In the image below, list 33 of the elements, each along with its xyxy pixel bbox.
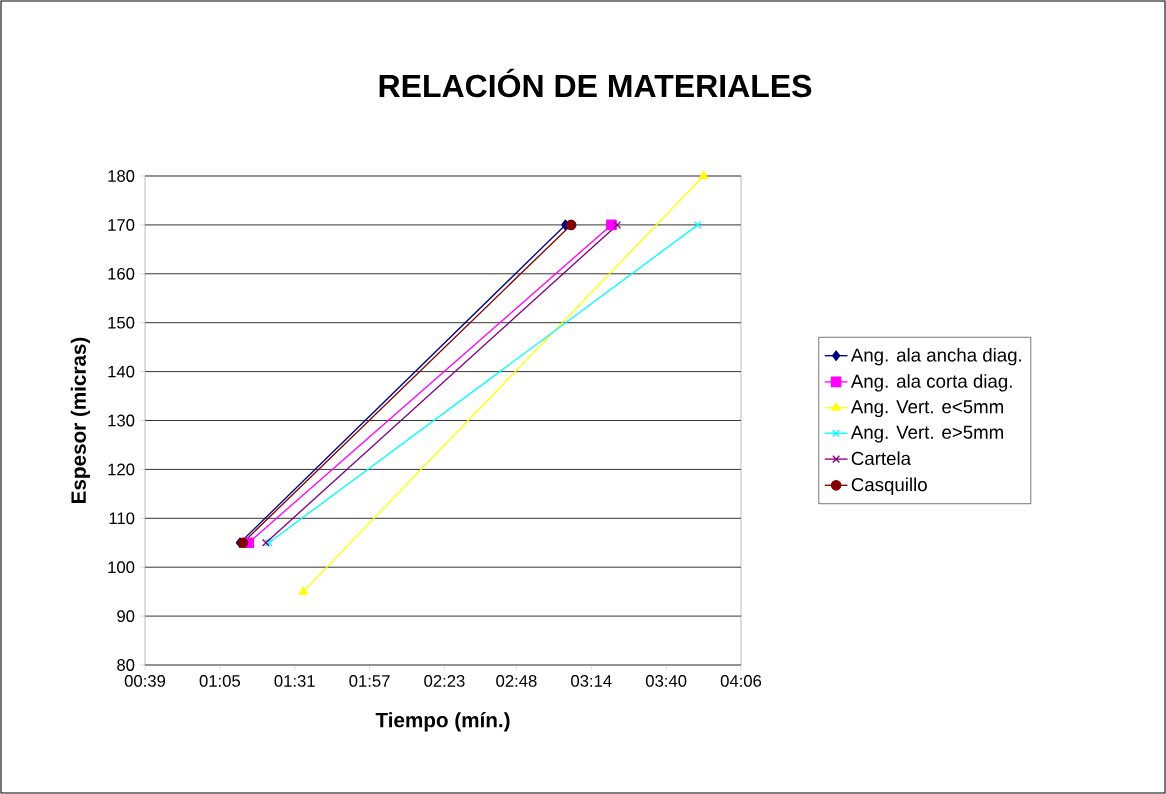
y-tick-label: 90	[117, 610, 135, 623]
y-tick-label: 150	[108, 316, 135, 329]
legend-label: Ang. Vert. e<5mm	[850, 400, 1003, 418]
point	[613, 220, 622, 229]
legend-label: Cartela	[851, 451, 912, 466]
legend-label: Ang. ala corta diag.	[850, 374, 1012, 392]
point	[237, 537, 249, 549]
y-tick-label: 130	[108, 414, 135, 427]
x-tick-label: 02:23	[424, 675, 465, 687]
y-tick-label: 120	[108, 463, 135, 476]
x-tick-label: 02:48	[496, 675, 537, 687]
x-tick-label: 03:40	[645, 675, 687, 687]
y-tick-label: 180	[108, 170, 135, 182]
y-tick-label: 160	[108, 267, 135, 280]
x-tick-label: 04:06	[720, 675, 762, 687]
x-tick-label: 01:57	[349, 675, 390, 687]
legend-label: Casquillo	[851, 477, 927, 495]
point	[693, 220, 702, 229]
x-tick-label: 03:14	[571, 675, 612, 687]
chart-title: RELACIÓN DE MATERIALES	[379, 68, 812, 98]
y-tick-label: 100	[108, 561, 135, 574]
x-tick-label: 00:39	[124, 675, 166, 687]
legend-label: Ang. ala ancha diag.	[850, 347, 1022, 366]
legend-label: Ang. Vert. e>5mm	[850, 425, 1003, 443]
y-tick-label: 110	[109, 512, 135, 525]
y-tick-label: 170	[108, 219, 135, 231]
y-tick-label: 80	[117, 659, 135, 671]
x-tick-label: 01:05	[199, 675, 241, 687]
x-axis-title: Tiempo (mín.)	[375, 712, 510, 732]
x-tick-label: 01:31	[274, 675, 315, 687]
point	[565, 219, 577, 231]
y-tick-label: 140	[108, 365, 135, 378]
y-axis-title: Espesor (micras)	[70, 337, 90, 503]
